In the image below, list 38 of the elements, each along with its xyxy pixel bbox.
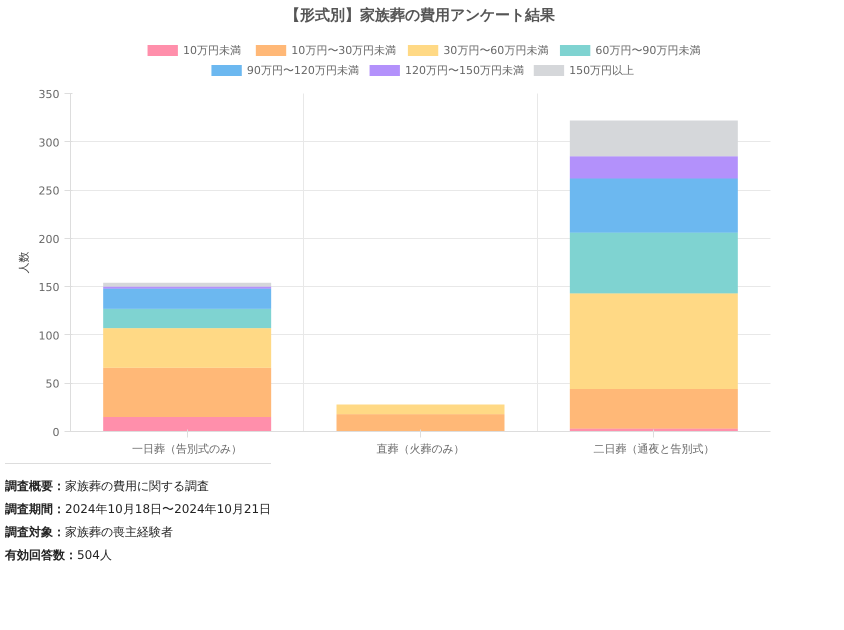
bar [570, 293, 738, 390]
y-axis-title: 人数 [18, 252, 31, 274]
y-tick-label: 50 [46, 378, 60, 391]
text: 調査概要：家族葬の費用に関する調査 [5, 478, 210, 495]
legend-label: 120万円〜150万円未満 [404, 64, 524, 77]
x-tick-label: 直葬（火葬のみ） [376, 442, 464, 456]
bar [103, 417, 272, 432]
legend-label: 30万円〜60万円未満 [443, 44, 548, 57]
bar [103, 368, 272, 418]
bar [336, 404, 504, 414]
legend-label: 150万円以上 [569, 64, 634, 77]
bar [570, 232, 738, 294]
bar [570, 120, 738, 156]
y-tick-label: 100 [38, 329, 60, 342]
legend-label: 10万円〜30万円未満 [291, 44, 396, 57]
bar [570, 156, 738, 178]
y-tick-label: 250 [38, 184, 60, 198]
bar [103, 308, 272, 328]
text: 調査対象：家族葬の喪主経験者 [5, 524, 174, 542]
y-tick-label: 200 [38, 232, 60, 246]
bar [570, 389, 738, 429]
legend-label: 90万円〜120万円未満 [246, 64, 359, 77]
y-tick-label: 300 [38, 136, 60, 150]
chart-title: 【形式別】家族葬の費用アンケート結果 [284, 5, 556, 26]
legend-label: 10万円未満 [182, 44, 241, 57]
bar [103, 282, 272, 287]
y-tick-label: 350 [38, 88, 60, 101]
x-tick-label: 一日葬（告別式のみ） [132, 442, 242, 456]
bar [103, 328, 272, 368]
bar [103, 288, 272, 309]
x-tick-label: 二日葬（通夜と告別式） [593, 442, 714, 456]
text: 調査期間：2024年10月18日〜2024年10月21日 [5, 501, 272, 518]
legend-label: 60万円〜90万円未満 [595, 44, 700, 57]
y-tick-label: 0 [52, 426, 60, 439]
text: 有効回答数：504人 [5, 547, 113, 564]
y-tick-label: 150 [38, 281, 60, 294]
bar [570, 178, 738, 233]
bar [336, 414, 504, 432]
